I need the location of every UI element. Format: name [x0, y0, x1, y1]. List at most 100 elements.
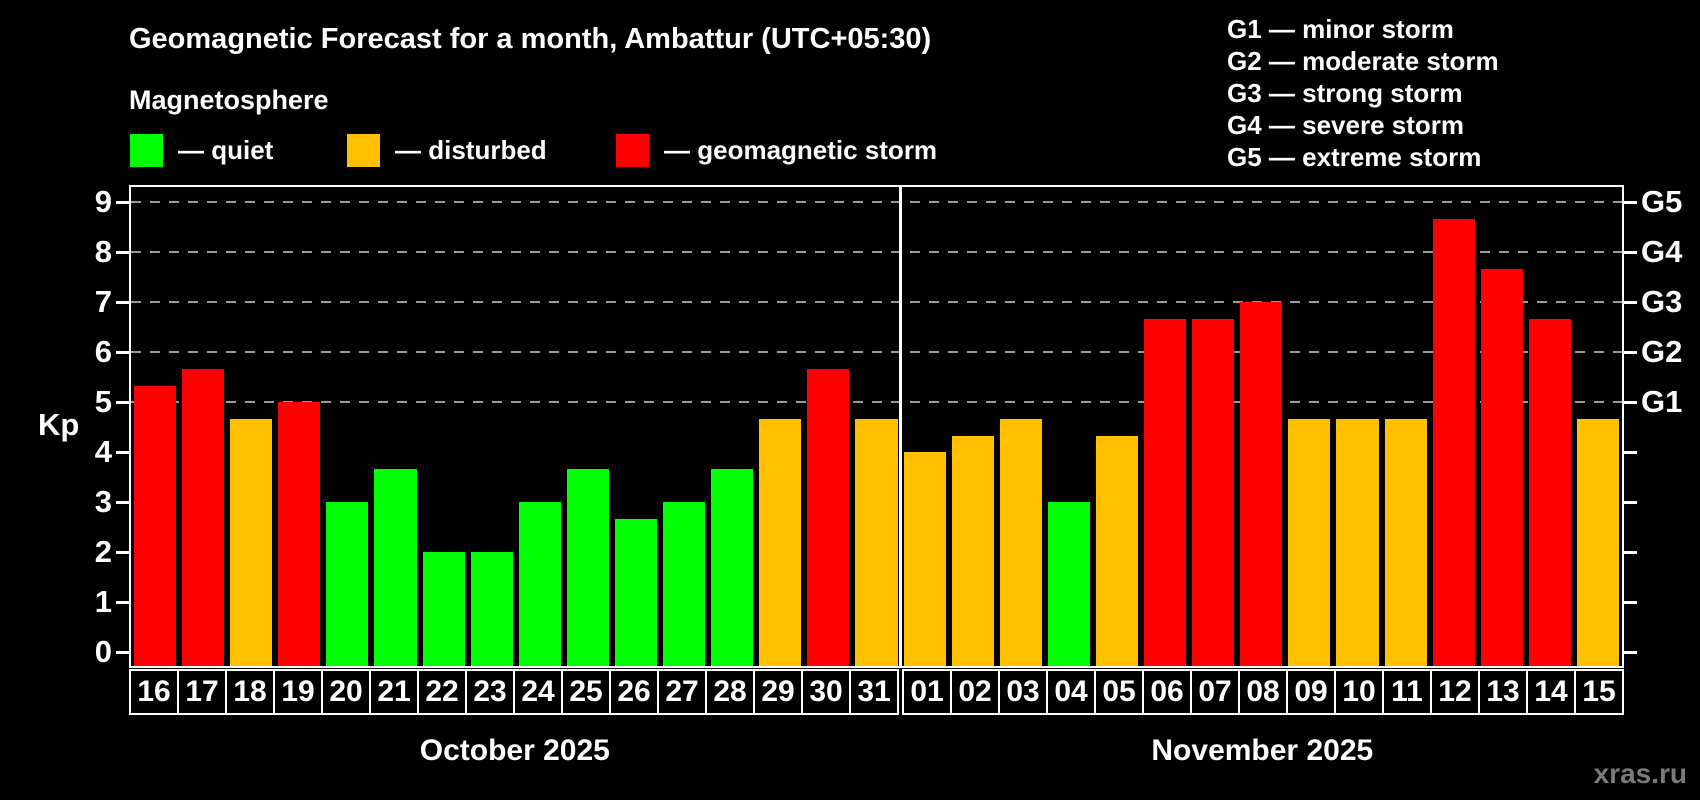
y-axis-label-5: 5 — [94, 384, 112, 419]
magnetosphere-subtitle: Magnetosphere — [129, 85, 329, 115]
right-tick-kp0 — [1624, 650, 1637, 654]
month-label-november: November 2025 — [1151, 734, 1374, 767]
storm-swatch-icon — [616, 134, 649, 167]
bar-day-28 — [711, 468, 754, 666]
bar-day-23 — [470, 552, 513, 666]
date-cell-24: 24 — [513, 669, 563, 715]
g-axis-label-G2: G2 — [1641, 334, 1683, 369]
bar-day-17 — [182, 368, 225, 666]
plot-inner — [131, 187, 1622, 666]
gridline-kp9 — [131, 201, 1622, 203]
date-cell-23: 23 — [465, 669, 515, 715]
date-cell-16: 16 — [129, 669, 179, 715]
date-cell-25: 25 — [561, 669, 611, 715]
date-cell-02: 02 — [950, 669, 1000, 715]
g-legend-line-3: G3 — strong storm — [1227, 78, 1463, 108]
g-scale-legend: G1 — minor storm G2 — moderate storm G3 — … — [1227, 13, 1499, 173]
bar-day-27 — [663, 502, 706, 666]
bar-day-24 — [518, 502, 561, 666]
y-axis-label-2: 2 — [94, 534, 112, 569]
date-cell-17: 17 — [177, 669, 227, 715]
date-cell-03: 03 — [998, 669, 1048, 715]
plot-area — [129, 185, 1624, 668]
left-tick-kp0 — [116, 650, 129, 654]
bar-day-03 — [999, 418, 1042, 666]
right-tick-kp4 — [1624, 450, 1637, 454]
bar-day-08 — [1240, 302, 1283, 666]
month-separator-line — [899, 187, 903, 666]
g-axis-label-G3: G3 — [1641, 284, 1683, 319]
date-cell-19: 19 — [273, 669, 323, 715]
date-cell-26: 26 — [609, 669, 659, 715]
date-cell-08: 08 — [1238, 669, 1288, 715]
right-tick-kp9 — [1624, 200, 1637, 204]
date-cell-07: 07 — [1190, 669, 1240, 715]
date-cell-01: 01 — [902, 669, 952, 715]
g-legend-line-2: G2 — moderate storm — [1227, 46, 1499, 76]
y-axis-label-4: 4 — [94, 434, 112, 469]
bar-day-14 — [1528, 318, 1571, 666]
left-tick-kp6 — [116, 350, 129, 354]
left-tick-kp4 — [116, 450, 129, 454]
page-title: Geomagnetic Forecast for a month, Ambatt… — [129, 23, 932, 55]
date-axis: 16 17 18 19 20 21 22 23 24 25 26 27 28 29 30 31 01 02 03 04… — [129, 669, 1624, 715]
left-tick-kp1 — [116, 600, 129, 604]
y-axis-title: Kp — [38, 407, 80, 442]
legend-item-quiet: — quiet — [130, 134, 273, 167]
bar-day-29 — [759, 418, 802, 666]
right-tick-kp1 — [1624, 600, 1637, 604]
date-cell-21: 21 — [369, 669, 419, 715]
legend-label-storm: — geomagnetic storm — [664, 135, 938, 165]
date-cell-31: 31 — [849, 669, 899, 715]
right-tick-kp6 — [1624, 350, 1637, 354]
disturbed-swatch-icon — [347, 134, 380, 167]
g-legend-line-5: G5 — extreme storm — [1227, 142, 1482, 172]
left-tick-kp9 — [116, 200, 129, 204]
bar-day-04 — [1047, 502, 1090, 666]
date-cell-15: 15 — [1574, 669, 1624, 715]
date-cell-12: 12 — [1430, 669, 1480, 715]
date-cell-06: 06 — [1142, 669, 1192, 715]
bar-day-30 — [807, 368, 850, 666]
date-cell-10: 10 — [1334, 669, 1384, 715]
y-axis-label-6: 6 — [94, 334, 112, 369]
legend-item-storm: — geomagnetic storm — [616, 134, 937, 167]
bar-day-19 — [278, 402, 321, 666]
bar-day-31 — [855, 418, 898, 666]
watermark: xras.ru — [1593, 758, 1687, 789]
bar-day-09 — [1288, 418, 1331, 666]
left-tick-kp7 — [116, 300, 129, 304]
g-legend-line-1: G1 — minor storm — [1227, 14, 1454, 44]
date-cell-05: 05 — [1094, 669, 1144, 715]
right-tick-kp3 — [1624, 500, 1637, 504]
date-cell-14: 14 — [1526, 669, 1576, 715]
g-legend-line-4: G4 — severe storm — [1227, 110, 1465, 140]
g-axis-label-G1: G1 — [1641, 384, 1683, 419]
legend-item-disturbed: — disturbed — [347, 134, 547, 167]
g-axis-label-G4: G4 — [1641, 234, 1683, 269]
date-cell-11: 11 — [1382, 669, 1432, 715]
left-tick-kp8 — [116, 250, 129, 254]
y-axis-label-3: 3 — [94, 484, 112, 519]
bar-day-07 — [1192, 318, 1235, 666]
y-axis-label-8: 8 — [94, 234, 112, 269]
y-axis-label-7: 7 — [94, 284, 112, 319]
left-tick-kp5 — [116, 400, 129, 404]
bar-day-22 — [422, 552, 465, 666]
bar-day-10 — [1336, 418, 1379, 666]
bar-day-18 — [230, 418, 273, 666]
date-cell-30: 30 — [801, 669, 851, 715]
bar-day-16 — [134, 385, 177, 666]
bar-day-21 — [374, 468, 417, 666]
bar-day-13 — [1480, 268, 1523, 666]
gridline-kp8 — [131, 251, 1622, 253]
legend-label-disturbed: — disturbed — [395, 135, 547, 165]
month-label-october: October 2025 — [419, 734, 610, 767]
gridline-kp7 — [131, 301, 1622, 303]
bar-day-02 — [951, 435, 994, 666]
gridline-kp6 — [131, 351, 1622, 353]
y-axis-label-9: 9 — [94, 184, 112, 219]
date-cell-22: 22 — [417, 669, 467, 715]
left-tick-kp2 — [116, 550, 129, 554]
